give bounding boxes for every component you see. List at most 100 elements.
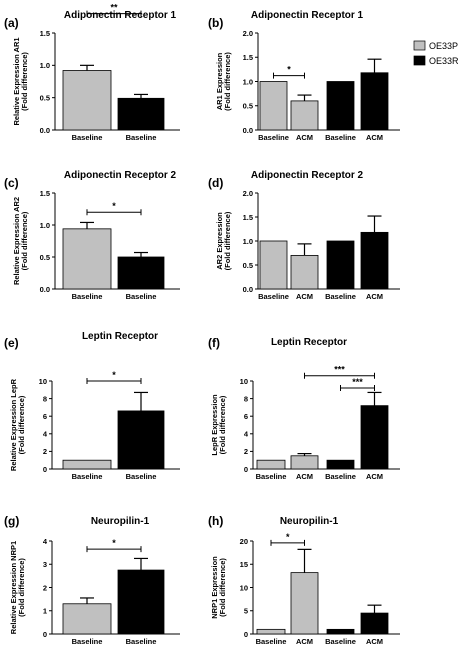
y-tick-label: 20: [240, 537, 248, 546]
x-tick-label: Baseline: [72, 472, 103, 481]
y-tick-label: 0.0: [40, 126, 50, 135]
y-tick-label: 10: [39, 377, 47, 386]
y-tick-label: 0: [244, 630, 248, 639]
y-tick-label: 15: [240, 560, 248, 569]
x-tick-label: ACM: [296, 472, 313, 481]
y-axis-label: Relative Expression NRP1: [9, 541, 18, 634]
x-tick-label: ACM: [366, 292, 383, 301]
y-tick-label: 0.5: [40, 253, 50, 262]
y-tick-label: 2.0: [243, 29, 253, 38]
bar: [360, 405, 389, 470]
panel-f: (f) Leptin Receptor LepR Expression (Fold d…: [208, 336, 400, 481]
x-tick-label: ACM: [366, 472, 383, 481]
y-axis-label: (Fold difference): [218, 558, 227, 617]
y-tick-label: 0: [43, 465, 47, 474]
bar: [256, 628, 286, 635]
panel-label: (e): [4, 336, 19, 350]
y-tick-label: 5: [244, 607, 248, 616]
x-tick-label: Baseline: [258, 292, 289, 301]
y-tick-label: 0.5: [243, 102, 253, 111]
bar: [62, 603, 112, 635]
y-tick-label: 0.0: [243, 285, 253, 294]
bar: [326, 81, 355, 131]
panel-d: (d) Adiponectin Receptor 2 AR2 Expression(…: [208, 170, 400, 301]
x-tick-label: Baseline: [126, 472, 157, 481]
panel-title: Neuropilin-1: [91, 516, 150, 527]
panel-label: (d): [208, 176, 223, 190]
bar: [62, 70, 112, 131]
y-tick-label: 1.0: [40, 61, 50, 70]
y-tick-label: 1.5: [40, 189, 50, 198]
panel-label: (b): [208, 16, 223, 30]
panel-title: Adiponectin Receptor 1: [64, 10, 177, 21]
legend-swatch-oe33p: [413, 40, 426, 51]
significance-marker: *: [112, 201, 116, 211]
x-tick-label: Baseline: [258, 133, 289, 142]
bar: [290, 455, 319, 470]
x-tick-label: Baseline: [256, 637, 287, 646]
y-axis-label: (Fold difference): [218, 395, 227, 454]
x-tick-label: ACM: [296, 292, 313, 301]
y-tick-label: 6: [43, 412, 47, 421]
y-tick-label: 10: [240, 377, 248, 386]
x-tick-label: Baseline: [325, 637, 356, 646]
y-tick-label: 2: [43, 447, 47, 456]
significance-marker: **: [110, 3, 118, 13]
x-tick-label: Baseline: [325, 292, 356, 301]
y-tick-label: 4: [43, 430, 48, 439]
y-tick-label: 4: [43, 537, 48, 546]
panel-label: (f): [208, 336, 220, 350]
y-tick-label: 1: [43, 607, 47, 616]
y-tick-label: 1.0: [243, 237, 253, 246]
bar: [360, 231, 389, 290]
significance-marker: *: [286, 532, 290, 542]
panel-title: Adiponectin Receptor 2: [64, 170, 177, 181]
y-tick-label: 4: [244, 430, 249, 439]
legend-label-oe33p: OE33P: [429, 41, 458, 51]
significance-marker: ***: [352, 377, 363, 387]
x-tick-label: Baseline: [256, 472, 287, 481]
bar: [360, 612, 389, 635]
x-tick-label: Baseline: [72, 292, 103, 301]
y-tick-label: 1.5: [243, 53, 253, 62]
y-axis-label: (Fold difference): [20, 52, 29, 111]
panel-title: Adiponectin Receptor 1: [251, 10, 364, 21]
y-axis-label: Relative Expression LepR: [9, 378, 18, 471]
y-tick-label: 2.0: [243, 189, 253, 198]
significance-marker: *: [112, 370, 116, 380]
x-tick-label: Baseline: [325, 472, 356, 481]
panel-h: (h) Neuropilin-1 NRP1 Expression (Fold diff…: [208, 514, 400, 646]
y-tick-label: 0: [244, 465, 248, 474]
y-tick-label: 0.5: [243, 261, 253, 270]
x-tick-label: Baseline: [126, 292, 157, 301]
y-axis-label: (Fold difference): [17, 558, 26, 617]
x-tick-label: ACM: [366, 637, 383, 646]
x-tick-label: Baseline: [126, 637, 157, 646]
panel-title: Leptin Receptor: [271, 337, 347, 348]
y-tick-label: 1.5: [243, 213, 253, 222]
y-tick-label: 3: [43, 560, 47, 569]
y-axis-label: LepR Expression: [210, 394, 219, 456]
panel-label: (h): [208, 514, 223, 528]
x-tick-label: Baseline: [72, 637, 103, 646]
y-tick-label: 1.0: [243, 77, 253, 86]
x-tick-label: ACM: [296, 133, 313, 142]
y-axis-label: AR2 Expression: [215, 212, 224, 270]
bar: [62, 459, 112, 470]
y-tick-label: 0.0: [40, 285, 50, 294]
panel-g: (g) Neuropilin-1 Relative Expression NRP1(…: [4, 514, 180, 646]
y-tick-label: 2: [43, 583, 47, 592]
bar: [259, 81, 288, 131]
significance-marker: *: [287, 65, 291, 75]
x-tick-label: ACM: [296, 637, 313, 646]
y-axis-label: (Fold difference): [223, 52, 232, 111]
y-tick-label: 0.0: [243, 126, 253, 135]
y-tick-label: 2: [244, 447, 248, 456]
y-tick-label: 10: [240, 583, 248, 592]
bar: [326, 240, 355, 290]
legend-swatch-oe33r: [413, 55, 426, 66]
y-axis-label: (Fold difference): [20, 211, 29, 270]
x-tick-label: ACM: [366, 133, 383, 142]
y-axis-label: Relative Expression AR2: [12, 197, 21, 285]
